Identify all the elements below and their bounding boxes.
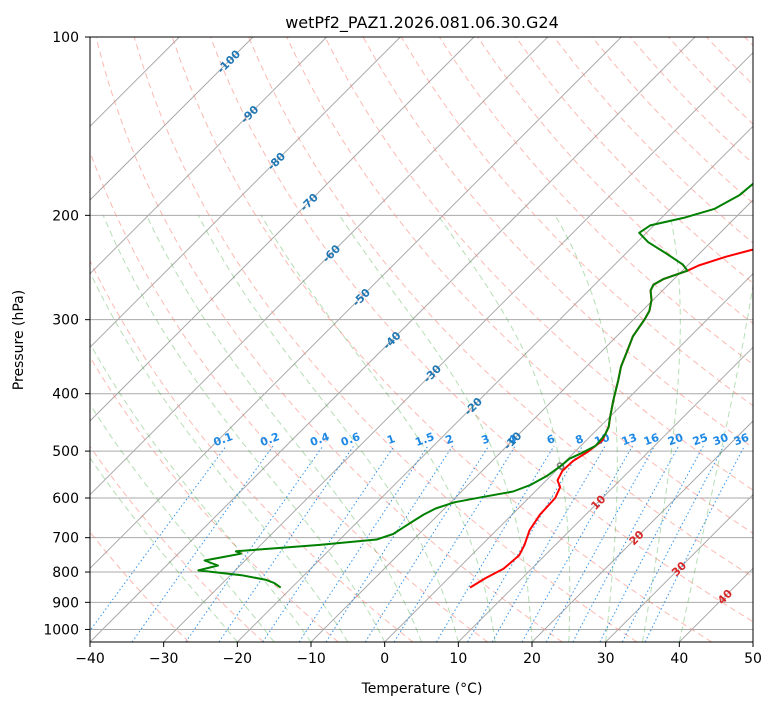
- y-tick-label: 700: [52, 531, 79, 547]
- x-tick-label: 30: [597, 651, 615, 667]
- chart-title: wetPf2_PAZ1.2026.081.06.30.G24: [285, 13, 559, 33]
- y-tick-label: 800: [52, 565, 79, 581]
- x-tick-label: 0: [380, 651, 389, 667]
- x-tick-label: −30: [149, 651, 179, 667]
- x-tick-label: −40: [75, 651, 105, 667]
- x-tick-label: −10: [296, 651, 326, 667]
- x-tick-label: 50: [744, 651, 762, 667]
- y-tick-label: 600: [52, 491, 79, 507]
- y-tick-label: 100: [52, 30, 79, 46]
- y-tick-label: 1000: [43, 622, 79, 638]
- x-tick-label: 20: [523, 651, 541, 667]
- y-tick-label: 900: [52, 595, 79, 611]
- y-tick-label: 400: [52, 387, 79, 403]
- x-axis-label: Temperature (°C): [361, 681, 483, 697]
- x-tick-label: 40: [670, 651, 688, 667]
- y-tick-label: 500: [52, 444, 79, 460]
- y-tick-label: 300: [52, 313, 79, 329]
- x-tick-label: −20: [223, 651, 253, 667]
- x-tick-label: 10: [449, 651, 467, 667]
- y-axis-label: Pressure (hPa): [11, 290, 27, 390]
- y-tick-label: 200: [52, 208, 79, 224]
